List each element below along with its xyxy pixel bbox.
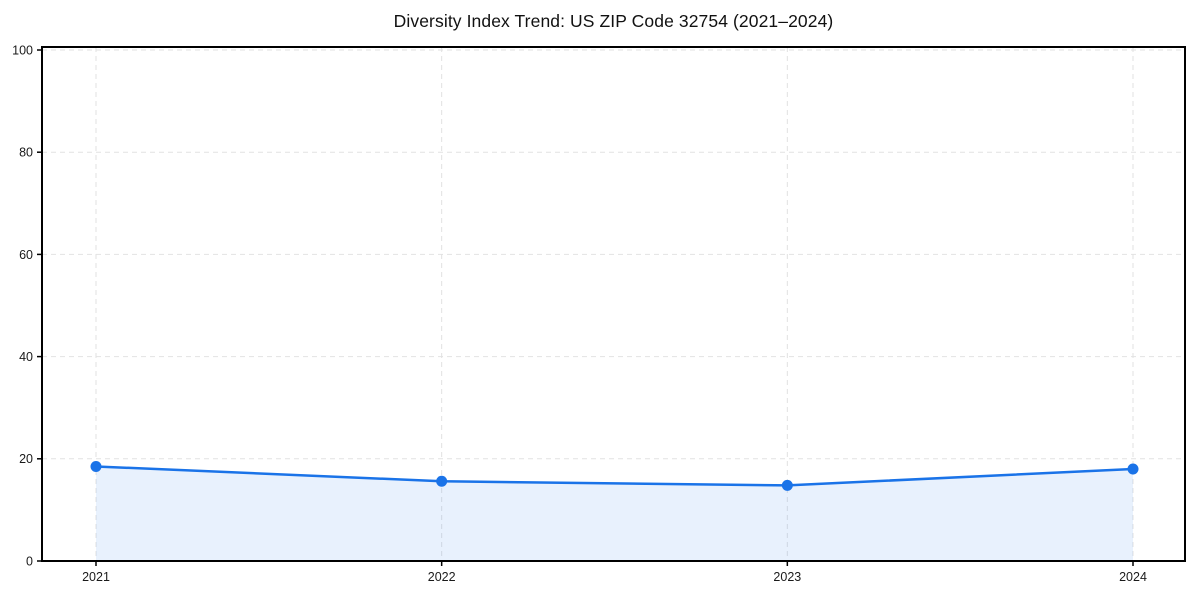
y-axis-tick-label: 20 [19,452,33,466]
y-axis-tick-label: 100 [12,43,33,57]
plot-border [41,46,1186,562]
area-fill [96,466,1133,561]
trend-line [94,465,1135,487]
x-axis-tick-label: 2021 [82,570,110,584]
y-axis-tick-label: 40 [19,350,33,364]
x-axis-tick-label: 2022 [428,570,456,584]
data-point-2022 [436,475,448,487]
data-point-2023 [781,479,793,491]
chart-title: Diversity Index Trend: US ZIP Code 32754… [393,11,834,31]
y-axis-tick-label: 60 [19,248,33,262]
x-axis-tick-label: 2024 [1119,570,1147,584]
x-axis-tick-label: 2023 [773,570,801,584]
y-axis-tick-label: 0 [26,554,33,568]
data-point-2024 [1127,463,1139,475]
data-point-2021 [90,460,102,472]
y-axis-tick-label: 80 [19,146,33,160]
